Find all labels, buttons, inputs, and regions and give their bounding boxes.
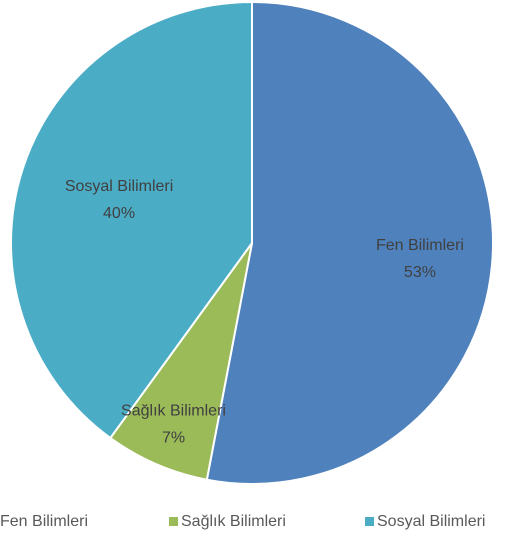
legend-marker (169, 517, 178, 526)
slice-label-value: 40% (103, 205, 135, 222)
slice-label-name: Sosyal Bilimleri (65, 178, 173, 195)
slice-label-name: Fen Bilimleri (376, 237, 464, 254)
legend-label: Fen Bilimleri (0, 513, 88, 530)
slice-label-value: 7% (162, 430, 185, 447)
slice-label-value: 53% (404, 264, 436, 281)
legend-marker (365, 517, 374, 526)
slice-label-name: Sağlık Bilimleri (121, 403, 226, 420)
legend-label: Sosyal Bilimleri (377, 513, 485, 530)
pie-slice (205, 0, 494, 485)
pie-slice (108, 242, 253, 481)
legend-label: Sağlık Bilimleri (181, 513, 286, 530)
pie-slice (10, 0, 253, 440)
